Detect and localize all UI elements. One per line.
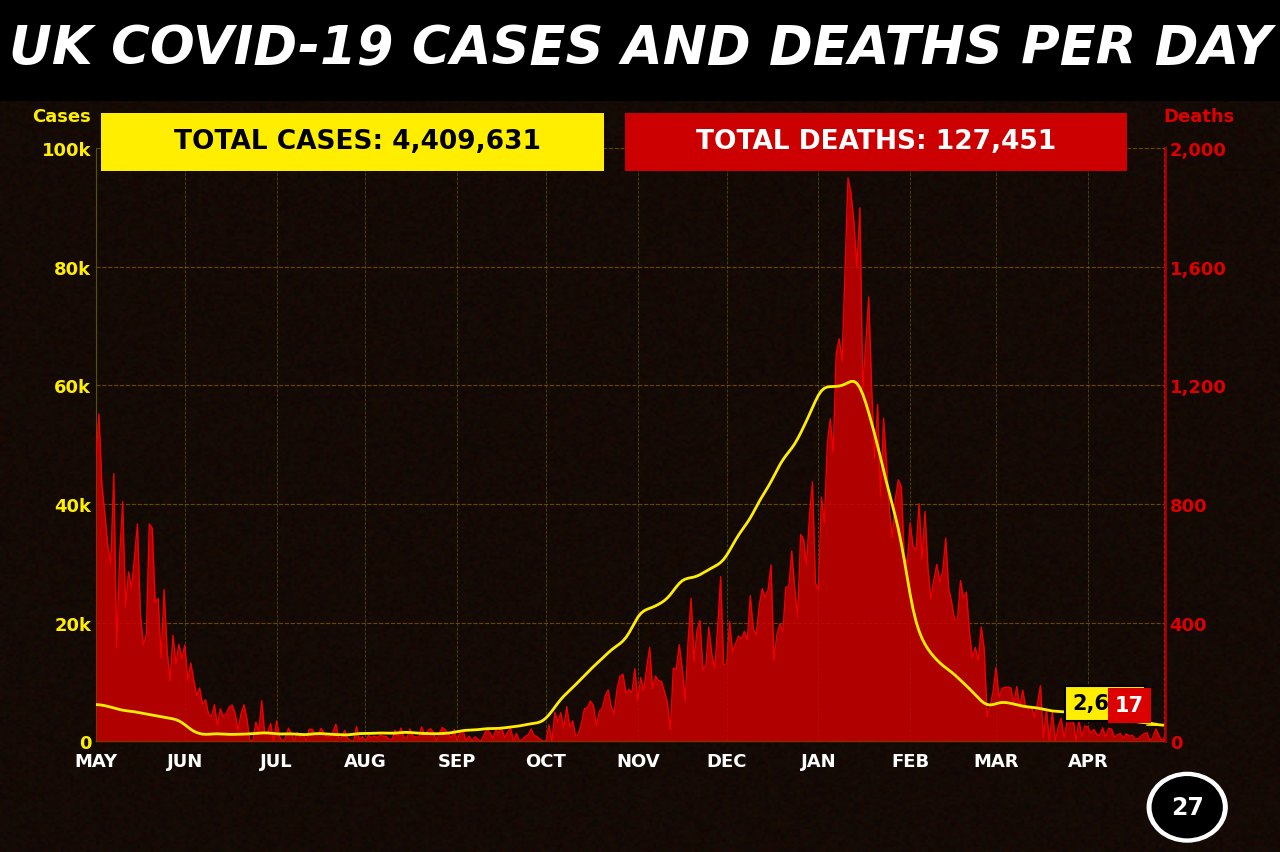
Circle shape [1152,777,1222,838]
Text: Cases: Cases [32,107,91,125]
Text: 27: 27 [1171,795,1203,820]
Text: Deaths: Deaths [1164,107,1234,125]
Circle shape [1147,773,1228,842]
Text: UK COVID-19 CASES AND DEATHS PER DAY: UK COVID-19 CASES AND DEATHS PER DAY [9,23,1271,75]
Text: 17: 17 [1115,695,1144,716]
Text: 2,685: 2,685 [1073,694,1138,713]
Text: TOTAL DEATHS: 127,451: TOTAL DEATHS: 127,451 [696,129,1056,154]
FancyBboxPatch shape [101,114,604,171]
Text: TOTAL CASES: 4,409,631: TOTAL CASES: 4,409,631 [174,129,541,154]
FancyBboxPatch shape [625,114,1128,171]
